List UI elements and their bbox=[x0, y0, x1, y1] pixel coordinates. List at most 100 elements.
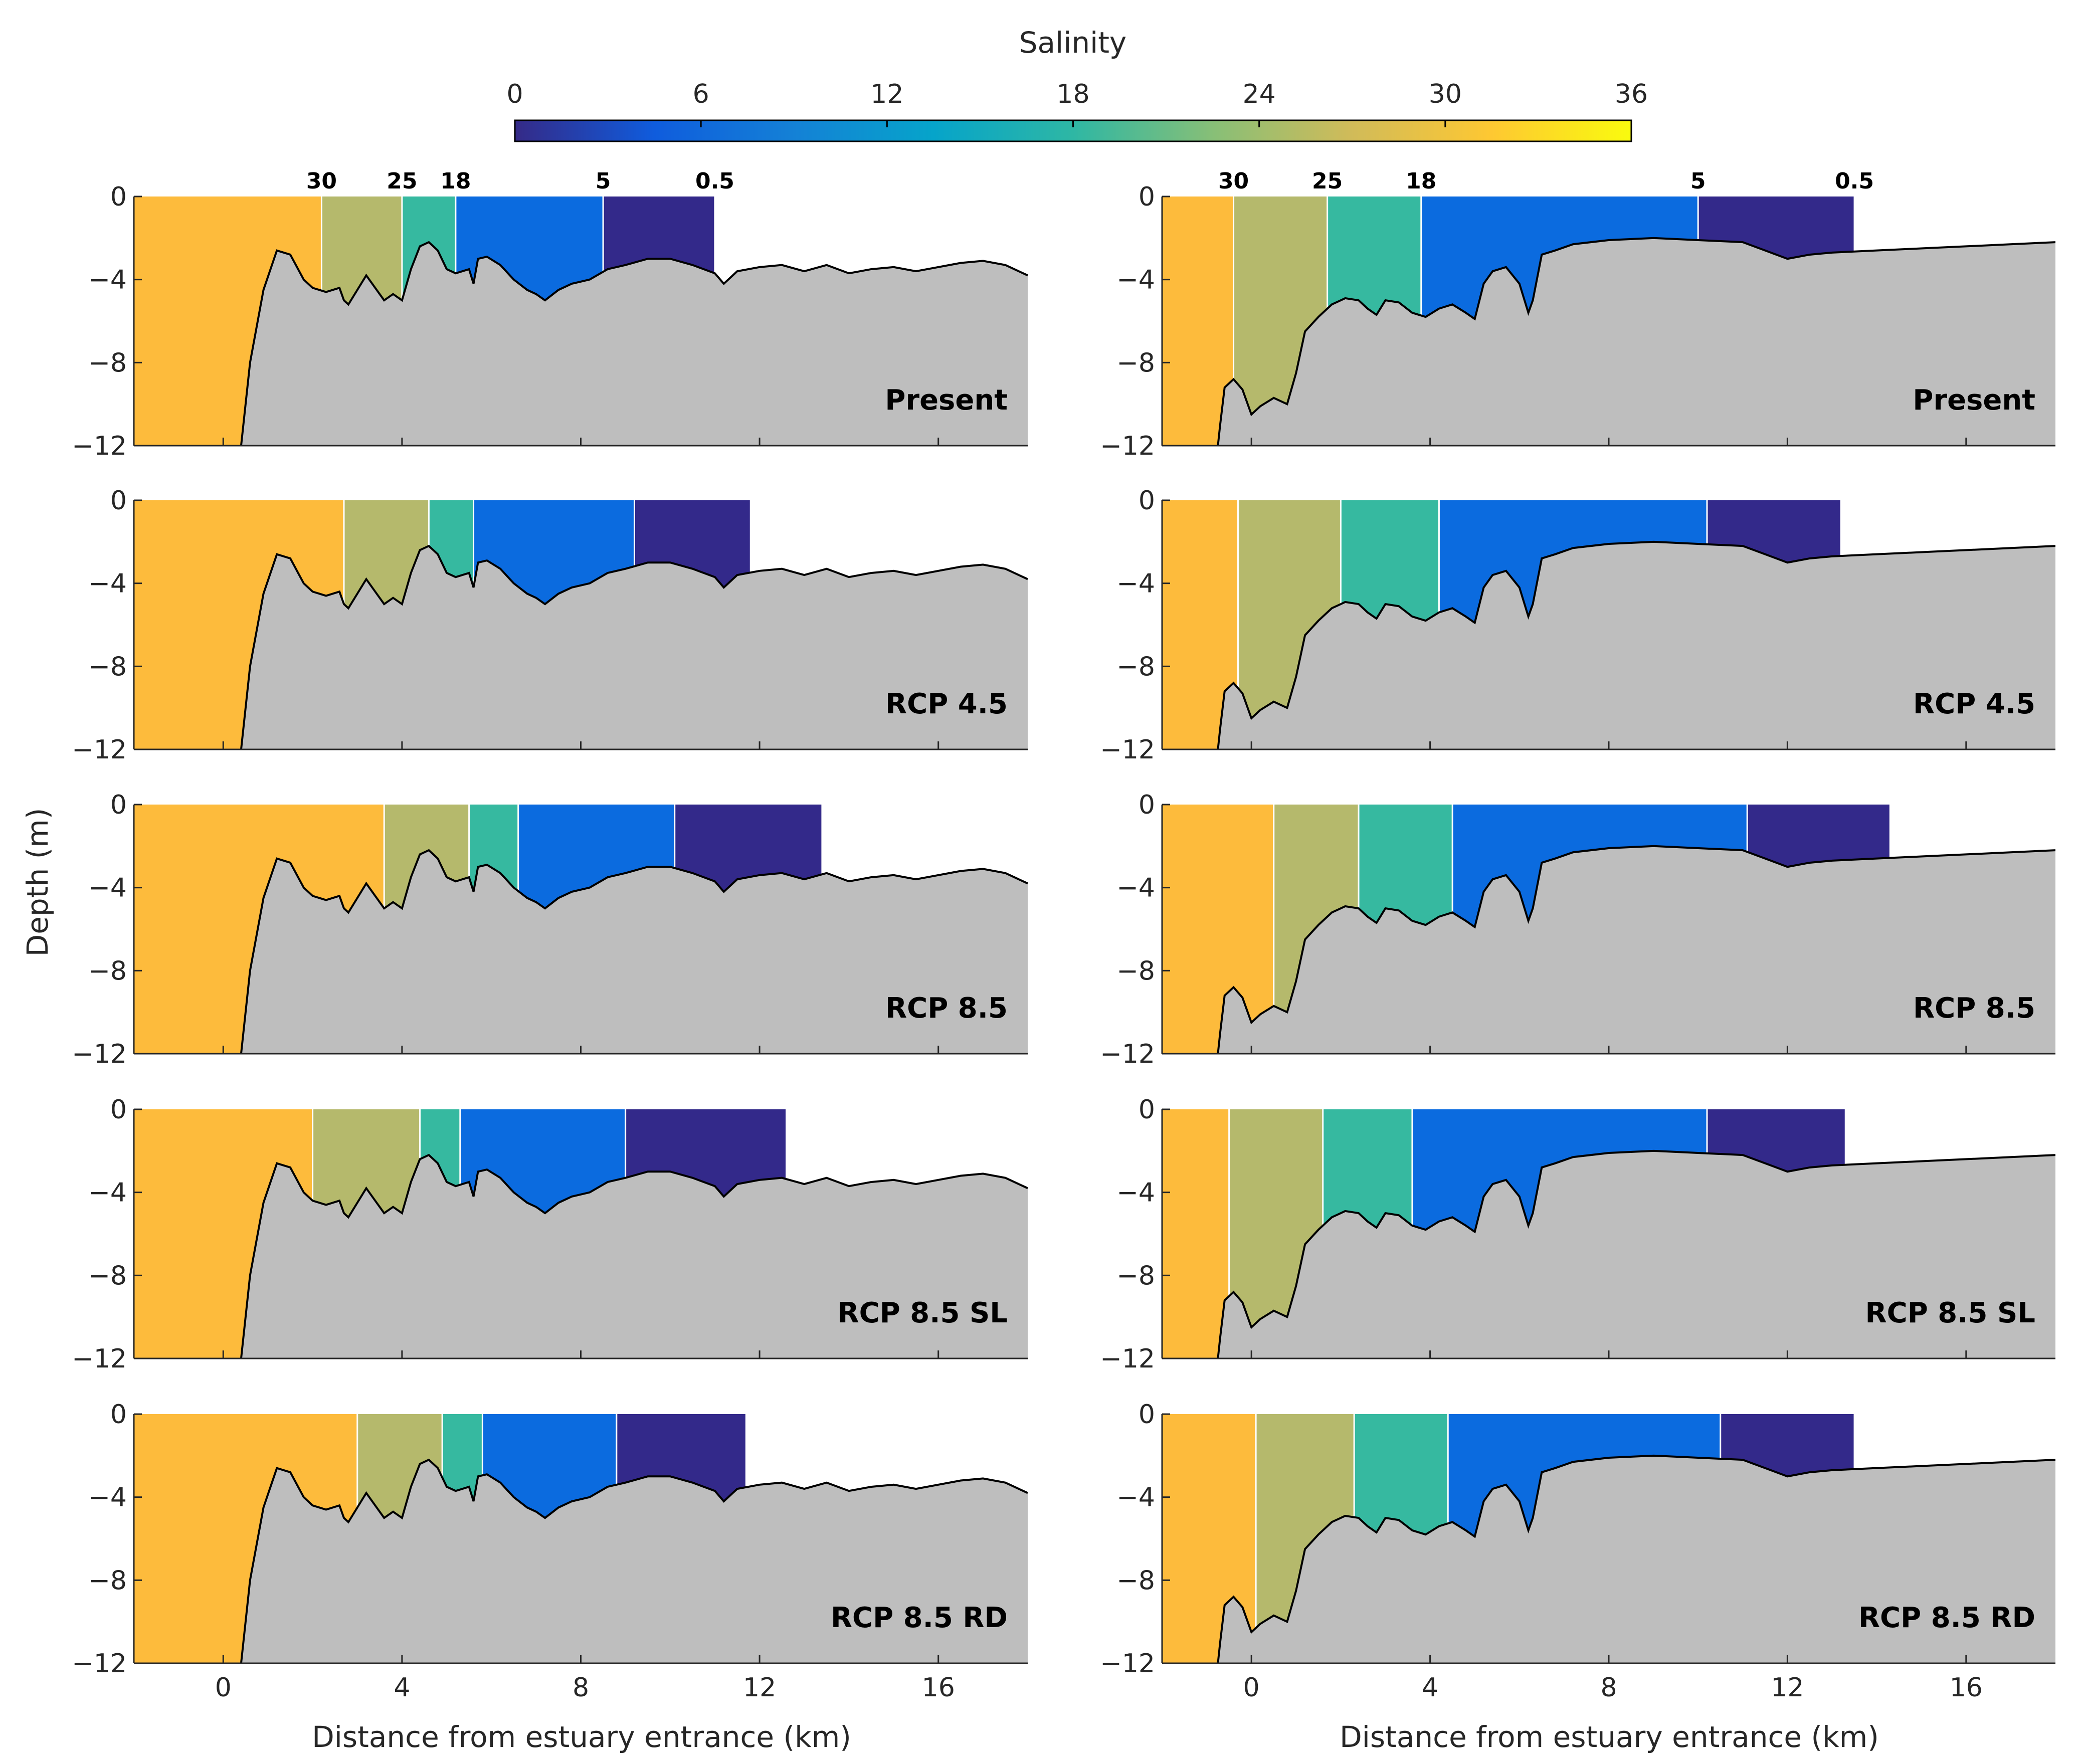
bathymetry-line bbox=[240, 849, 1028, 1054]
y-tick-label: 0 bbox=[110, 1095, 127, 1125]
seabed-area bbox=[1218, 238, 2055, 446]
scenario-label: RCP 8.5 SL bbox=[1865, 1297, 2035, 1329]
x-tick-label: 8 bbox=[1600, 1673, 1617, 1703]
bathymetry-line bbox=[240, 544, 1028, 749]
isohaline-level-label: 0.5 bbox=[1835, 168, 1874, 194]
y-axis-label: Depth (m) bbox=[21, 808, 55, 957]
colorbar-tick-label: 36 bbox=[1615, 79, 1648, 109]
scenario-label: RCP 8.5 RD bbox=[1858, 1602, 2035, 1634]
seabed-area bbox=[241, 1155, 1028, 1358]
bathymetry-line bbox=[240, 241, 1028, 446]
panel-left-3: 0 −4 −8 −12 RCP 8.5 bbox=[72, 790, 1028, 1069]
y-tick-label: −4 bbox=[88, 1483, 127, 1513]
x-axis-label-right: Distance from estuary entrance (km) bbox=[1340, 1720, 1879, 1754]
bathymetry-line bbox=[1217, 237, 2055, 446]
scenario-label: RCP 8.5 SL bbox=[838, 1297, 1008, 1329]
salinity-zone bbox=[1162, 805, 1274, 1054]
colorbar-tick-label: 0 bbox=[506, 79, 523, 109]
x-axis-label-left: Distance from estuary entrance (km) bbox=[312, 1720, 851, 1754]
isohaline-level-label: 30 bbox=[306, 168, 337, 194]
isohaline-level-label: 25 bbox=[1312, 168, 1343, 194]
seabed-area bbox=[1218, 1455, 2055, 1663]
isohaline-level-label: 25 bbox=[387, 168, 417, 194]
y-tick-label: −12 bbox=[72, 431, 127, 461]
y-tick-label: −8 bbox=[1116, 956, 1155, 986]
y-tick-label: −4 bbox=[1116, 1483, 1155, 1513]
y-tick-label: −4 bbox=[1116, 873, 1155, 903]
y-tick-label: −8 bbox=[1116, 348, 1155, 378]
y-tick-label: −12 bbox=[72, 735, 127, 765]
isohaline-level-label: 0.5 bbox=[695, 168, 734, 194]
x-tick-label: 12 bbox=[743, 1673, 776, 1703]
y-tick-label: −8 bbox=[1116, 1261, 1155, 1291]
bathymetry-line bbox=[240, 1153, 1028, 1358]
colorbar-tick-label: 24 bbox=[1243, 79, 1276, 109]
scenario-label: RCP 4.5 bbox=[885, 688, 1008, 720]
y-tick-label: −8 bbox=[88, 956, 127, 986]
scenario-label: Present bbox=[1913, 384, 2035, 417]
salinity-zone bbox=[1162, 1109, 1229, 1358]
panel-right-3: 0 −4 −8 −12 RCP 8.5 bbox=[1100, 790, 2055, 1069]
y-tick-label: 0 bbox=[1139, 1095, 1155, 1125]
seabed-area bbox=[241, 850, 1028, 1054]
y-tick-label: −12 bbox=[1100, 431, 1155, 461]
y-tick-label: 0 bbox=[110, 790, 127, 820]
y-tick-label: −8 bbox=[1116, 1565, 1155, 1596]
y-tick-label: −8 bbox=[88, 348, 127, 378]
panel-right-1: 0 −4 −8 −12 Present 30 25 18 5 0.5 bbox=[1100, 168, 2055, 461]
bathymetry-line bbox=[1217, 1149, 2055, 1358]
x-tick-label: 8 bbox=[573, 1673, 589, 1703]
scenario-label: RCP 4.5 bbox=[1913, 688, 2035, 720]
y-tick-label: 0 bbox=[1139, 486, 1155, 516]
colorbar-tick-label: 6 bbox=[693, 79, 709, 109]
bathymetry-line bbox=[240, 1458, 1028, 1663]
y-tick-label: 0 bbox=[1139, 182, 1155, 212]
scenario-label: Present bbox=[885, 384, 1008, 417]
y-tick-label: 0 bbox=[1139, 1400, 1155, 1430]
seabed-area bbox=[1218, 1150, 2055, 1358]
y-tick-label: −12 bbox=[72, 1039, 127, 1069]
y-tick-label: −4 bbox=[88, 265, 127, 295]
scenario-label: RCP 8.5 RD bbox=[831, 1602, 1008, 1634]
x-tick-label: 0 bbox=[215, 1673, 232, 1703]
x-tick-label: 16 bbox=[922, 1673, 955, 1703]
x-tick-label: 4 bbox=[1422, 1673, 1438, 1703]
panel-right-2: 0 −4 −8 −12 RCP 4.5 bbox=[1100, 486, 2055, 765]
x-tick-label: 4 bbox=[394, 1673, 410, 1703]
colorbar-tick-label: 30 bbox=[1429, 79, 1462, 109]
y-tick-label: −8 bbox=[88, 1565, 127, 1596]
seabed-area bbox=[1218, 846, 2055, 1054]
isohaline-level-label: 5 bbox=[596, 168, 611, 194]
panel-left-5: 0 −4 −8 −12 0 4 8 12 16 RCP 8.5 RD bbox=[72, 1400, 1028, 1703]
y-tick-label: −4 bbox=[1116, 265, 1155, 295]
y-tick-label: −12 bbox=[1100, 1344, 1155, 1374]
bathymetry-line bbox=[1217, 1454, 2055, 1663]
y-tick-label: −12 bbox=[72, 1649, 127, 1679]
y-tick-label: −4 bbox=[1116, 569, 1155, 599]
bathymetry-line bbox=[1217, 540, 2055, 749]
y-tick-label: −12 bbox=[1100, 1039, 1155, 1069]
bathymetry-line bbox=[1217, 845, 2055, 1054]
panel-right-5: 0 −4 −8 −12 0 4 8 12 16 RCP 8.5 RD bbox=[1100, 1400, 2055, 1703]
isohaline-level-label: 30 bbox=[1218, 168, 1249, 194]
x-tick-label: 0 bbox=[1243, 1673, 1260, 1703]
x-tick-label: 12 bbox=[1771, 1673, 1804, 1703]
seabed-area bbox=[241, 242, 1028, 446]
salinity-colorbar: Salinity 0 6 12 18 24 30 36 bbox=[506, 26, 1648, 142]
y-tick-label: 0 bbox=[110, 1400, 127, 1430]
panel-left-1: 0 −4 −8 −12 Present 30 25 18 5 0.5 bbox=[72, 168, 1028, 461]
y-tick-label: −4 bbox=[88, 873, 127, 903]
isohaline-level-label: 18 bbox=[440, 168, 471, 194]
colorbar-title: Salinity bbox=[1019, 26, 1127, 60]
isohaline-level-label: 5 bbox=[1690, 168, 1706, 194]
y-tick-label: −12 bbox=[1100, 735, 1155, 765]
y-tick-label: 0 bbox=[110, 182, 127, 212]
isohaline-level-label: 18 bbox=[1406, 168, 1436, 194]
y-tick-label: −12 bbox=[1100, 1649, 1155, 1679]
seabed-area bbox=[241, 1460, 1028, 1663]
panel-left-2: 0 −4 −8 −12 RCP 4.5 bbox=[72, 486, 1028, 765]
colorbar-tick-label: 12 bbox=[870, 79, 903, 109]
scenario-label: RCP 8.5 bbox=[1913, 992, 2035, 1025]
y-tick-label: −8 bbox=[1116, 652, 1155, 682]
y-tick-label: −4 bbox=[88, 1178, 127, 1208]
